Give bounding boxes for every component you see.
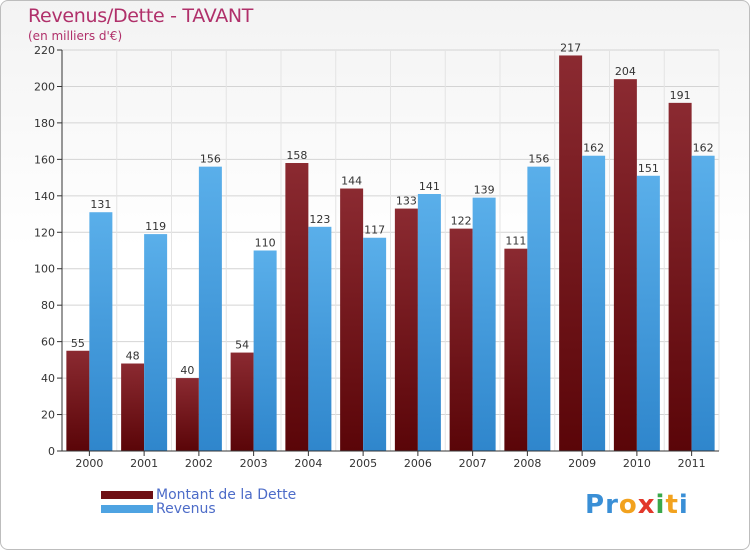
y-tick-label: 0 xyxy=(48,445,55,458)
y-tick-label: 60 xyxy=(41,336,55,349)
data-label: 133 xyxy=(396,195,417,208)
dette-bar xyxy=(613,79,637,451)
y-tick-label: 40 xyxy=(41,372,55,385)
data-label: 123 xyxy=(309,213,330,226)
data-label: 162 xyxy=(693,142,714,155)
data-label: 40 xyxy=(180,364,194,377)
x-tick-label: 2006 xyxy=(404,457,432,470)
revenus-bar xyxy=(691,155,715,451)
revenus-bar xyxy=(89,212,113,451)
dette-bar xyxy=(394,208,418,451)
dette-bar xyxy=(121,363,145,451)
x-tick-label: 2002 xyxy=(185,457,213,470)
data-label: 55 xyxy=(71,337,85,350)
chart-subtitle: (en milliers d'€) xyxy=(28,29,123,43)
legend-label-revenus: Revenus xyxy=(156,501,216,517)
revenus-bar xyxy=(308,226,332,451)
x-tick-label: 2010 xyxy=(623,457,651,470)
logo-letter: t xyxy=(665,490,679,520)
data-label: 158 xyxy=(286,149,307,162)
logo-letter: i xyxy=(655,490,666,520)
logo-letter: P xyxy=(585,490,606,520)
y-tick-label: 200 xyxy=(34,80,55,93)
data-label: 117 xyxy=(364,224,385,237)
legend-label-dette: Montant de la Dette xyxy=(156,487,297,503)
data-label: 131 xyxy=(90,198,111,211)
x-tick-label: 2001 xyxy=(130,457,158,470)
data-label: 54 xyxy=(235,339,249,352)
y-tick-label: 140 xyxy=(34,190,55,203)
x-tick-label: 2003 xyxy=(240,457,268,470)
y-tick-label: 180 xyxy=(34,117,55,130)
revenus-bar xyxy=(253,250,277,451)
data-label: 217 xyxy=(560,41,581,54)
axes: 0 20 40 60 80 100 120 140 160 180 200 220 2000 2001 20… xyxy=(34,44,719,470)
y-tick-label: 160 xyxy=(34,153,55,166)
revenus-bar xyxy=(582,155,606,451)
dette-bar xyxy=(340,188,364,451)
logo-letter: r xyxy=(605,490,619,520)
revenus-bar xyxy=(636,175,660,451)
bars xyxy=(66,55,715,452)
data-label: 119 xyxy=(145,220,166,233)
logo-letter: i xyxy=(678,490,689,520)
data-label: 151 xyxy=(638,162,659,175)
revenus-bar xyxy=(527,166,551,451)
chart-title: Revenus/Dette - TAVANT xyxy=(28,5,254,27)
y-tick-label: 80 xyxy=(41,299,55,312)
legend-item-revenus: Revenus xyxy=(101,501,216,517)
data-label: 122 xyxy=(451,215,472,228)
dette-bar xyxy=(668,102,692,451)
data-label: 156 xyxy=(200,153,221,166)
data-label: 110 xyxy=(255,237,276,250)
legend-swatch-revenus xyxy=(101,505,153,513)
dette-bar xyxy=(559,55,583,452)
data-label: 48 xyxy=(126,350,140,363)
data-label: 204 xyxy=(615,65,636,78)
revenus-bar xyxy=(417,193,441,451)
data-label: 144 xyxy=(341,175,362,188)
y-tick-label: 220 xyxy=(34,44,55,57)
x-tick-label: 2009 xyxy=(568,457,596,470)
dette-bar xyxy=(449,228,473,451)
logo-letter: x xyxy=(637,490,656,520)
data-label: 162 xyxy=(583,142,604,155)
proxiti-logo: Proxiti xyxy=(585,490,689,520)
legend-swatch-dette xyxy=(101,491,153,499)
x-tick-label: 2000 xyxy=(75,457,103,470)
revenus-bar xyxy=(363,237,387,451)
dette-bar xyxy=(285,163,309,451)
revenus-bar xyxy=(472,197,496,451)
data-label: 191 xyxy=(670,89,691,102)
x-tick-label: 2011 xyxy=(678,457,706,470)
logo-letter: o xyxy=(618,490,638,520)
x-tick-label: 2004 xyxy=(294,457,322,470)
dette-bar xyxy=(66,350,90,451)
y-tick-label: 100 xyxy=(34,263,55,276)
x-tick-label: 2007 xyxy=(459,457,487,470)
data-label: 139 xyxy=(474,184,495,197)
y-tick-label: 20 xyxy=(41,409,55,422)
dette-bar xyxy=(230,352,254,451)
x-tick-label: 2005 xyxy=(349,457,377,470)
revenus-bar xyxy=(144,234,168,451)
legend-item-dette: Montant de la Dette xyxy=(101,487,296,503)
x-tick-label: 2008 xyxy=(513,457,541,470)
data-label: 141 xyxy=(419,180,440,193)
data-label: 156 xyxy=(528,153,549,166)
dette-bar xyxy=(175,378,199,451)
data-label: 111 xyxy=(505,235,526,248)
y-tick-label: 120 xyxy=(34,226,55,239)
revenus-bar xyxy=(198,166,222,451)
dette-bar xyxy=(504,248,528,451)
